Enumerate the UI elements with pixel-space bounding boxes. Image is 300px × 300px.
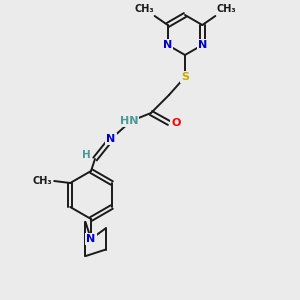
Text: N: N: [86, 234, 96, 244]
Text: N: N: [163, 40, 172, 50]
Text: S: S: [181, 72, 189, 82]
Text: HN: HN: [120, 116, 138, 126]
Text: CH₃: CH₃: [216, 4, 236, 14]
Text: N: N: [106, 134, 116, 144]
Text: O: O: [171, 118, 181, 128]
Text: CH₃: CH₃: [134, 4, 154, 14]
Text: CH₃: CH₃: [33, 176, 52, 186]
Text: N: N: [86, 234, 96, 244]
Text: H: H: [82, 150, 90, 160]
Text: N: N: [198, 40, 207, 50]
